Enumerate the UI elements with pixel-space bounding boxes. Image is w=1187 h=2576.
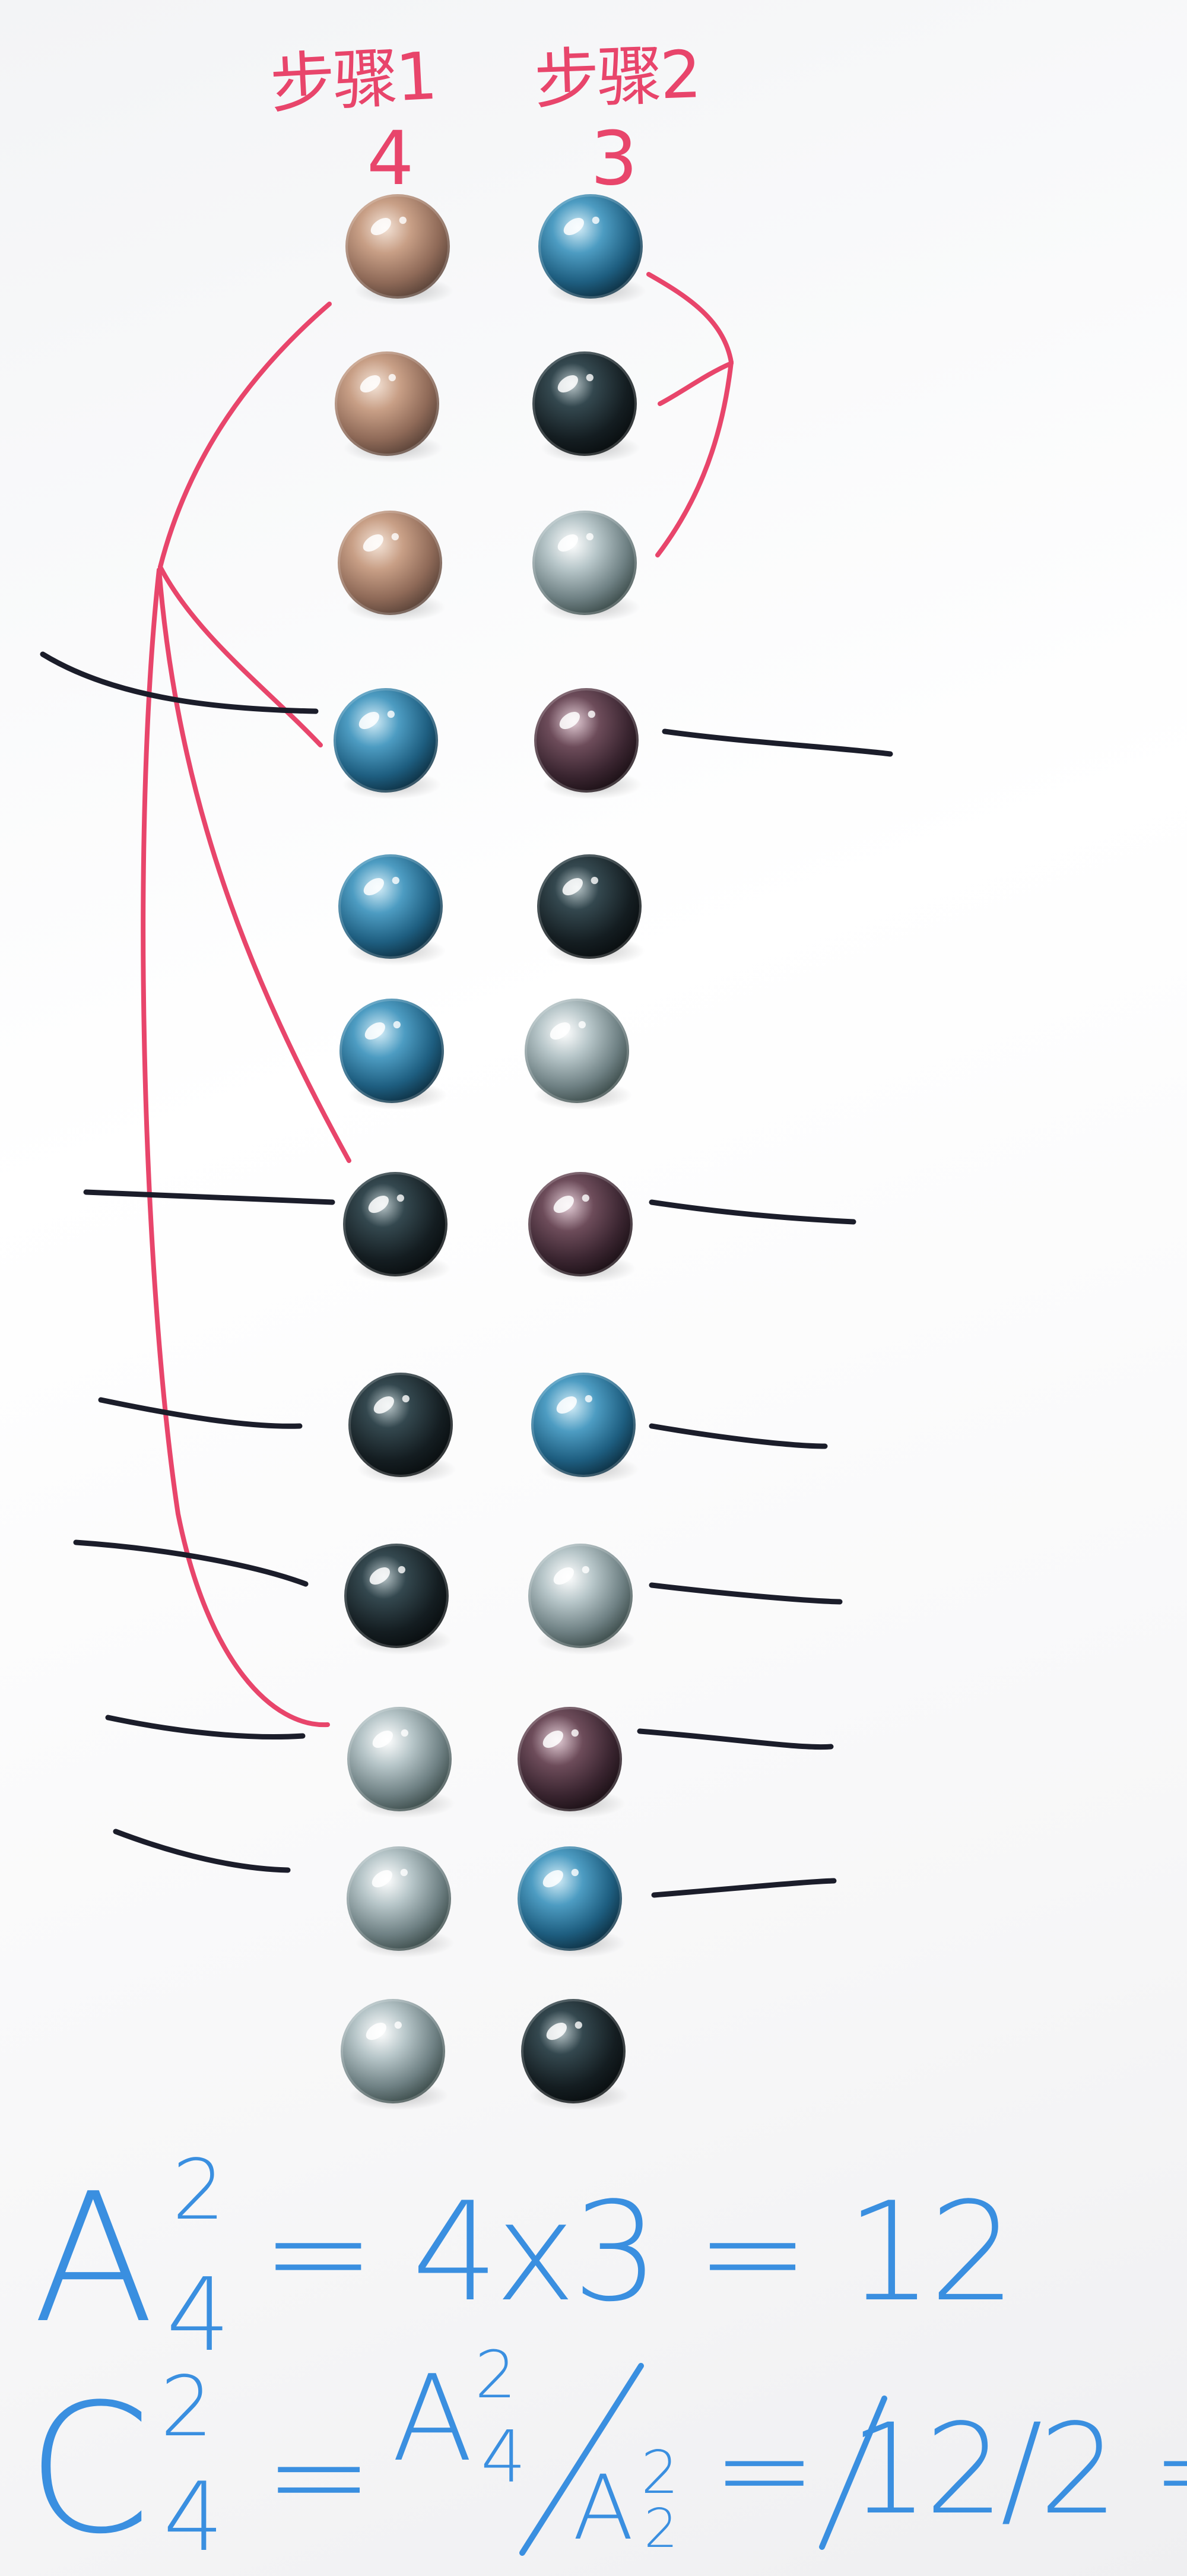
fraction-denominator: A [573, 2457, 634, 2560]
formula-2-symbol: C [27, 2366, 151, 2573]
marble-left-8 [348, 1373, 456, 1484]
marble-right-9 [528, 1544, 636, 1655]
marble-right-11 [518, 1846, 626, 1958]
formula-2-rhs: = 12/2 = 6 [712, 2397, 1187, 2542]
marble-left-12 [341, 1999, 449, 2111]
marble-left-5 [338, 854, 446, 966]
marble-left-3 [338, 511, 446, 622]
formula-2-eq: = [264, 2400, 374, 2552]
marble-right-4 [534, 688, 642, 800]
red-bracket-left [141, 302, 351, 1728]
fraction-numerator-sub: 4 [481, 2416, 526, 2499]
marble-right-3 [532, 511, 640, 622]
fraction-numerator: A [392, 2350, 473, 2488]
formula-2-sub: 4 [163, 2461, 224, 2572]
fraction-denominator-sup: 2 [641, 2438, 679, 2507]
marble-left-11 [347, 1846, 455, 1958]
step-1-count: 4 [367, 116, 414, 202]
marble-left-7 [343, 1172, 451, 1284]
red-bracket-right [646, 272, 734, 557]
formula-1-sub: 4 [166, 2257, 231, 2374]
marble-left-9 [344, 1544, 452, 1655]
marble-right-6 [525, 999, 633, 1110]
marble-left-2 [335, 351, 443, 463]
black-dashes [40, 651, 893, 1898]
step-2-count: 3 [591, 116, 638, 202]
marble-right-5 [537, 854, 645, 966]
fraction-numerator-sup: 2 [475, 2337, 516, 2413]
formula-2-sup: 2 [160, 2359, 214, 2455]
marble-right-8 [531, 1373, 639, 1484]
marble-right-7 [528, 1172, 636, 1284]
marble-left-10 [347, 1707, 455, 1818]
marble-left-4 [334, 688, 442, 800]
marble-right-10 [518, 1707, 626, 1818]
formula-1-rhs: = 4x3 = 12 [261, 2173, 1016, 2332]
marble-right-12 [521, 1999, 629, 2111]
marble-right-1 [538, 194, 646, 306]
fraction-denominator-sub: 2 [644, 2498, 678, 2560]
marble-left-6 [339, 999, 447, 1110]
marble-right-2 [532, 351, 640, 463]
formula-1-symbol: A [33, 2155, 155, 2362]
marbles [334, 194, 646, 2111]
marble-left-1 [345, 194, 453, 306]
formula-1-sup: 2 [172, 2142, 226, 2239]
